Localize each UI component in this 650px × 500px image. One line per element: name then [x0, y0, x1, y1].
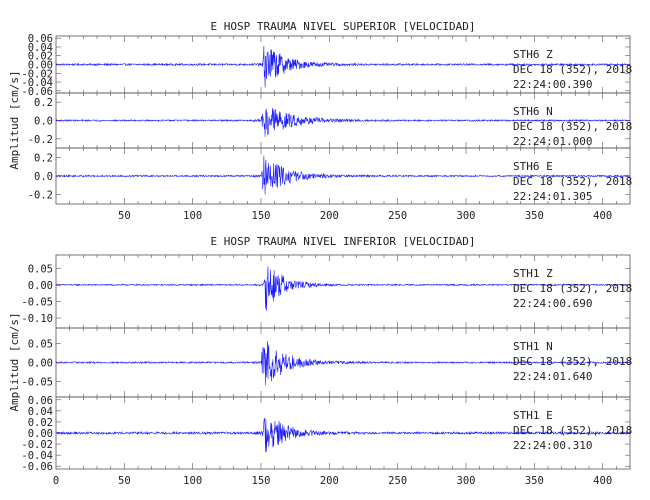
trace-panel-sth6-z: 0.060.040.020.00-0.02-0.04-0.06 STH6 Z DEC… — [21, 33, 632, 98]
trace-station-label: STH1 E — [513, 409, 553, 422]
x-tick-label: 400 — [593, 475, 612, 487]
y-tick-label: 0.05 — [28, 338, 53, 350]
x-tick-label: 250 — [388, 210, 407, 222]
x-tick-label: 350 — [525, 210, 544, 222]
x-tick-label: 200 — [320, 475, 339, 487]
y-tick-label: 0.00 — [28, 428, 53, 440]
trace-station-label: STH6 Z — [513, 48, 553, 61]
trace-station-label: STH6 N — [513, 105, 553, 118]
y-tick-label: 0.00 — [28, 280, 53, 292]
y-tick-label: 0.05 — [28, 263, 53, 275]
x-tick-label: 300 — [457, 475, 476, 487]
y-tick-label: -0.02 — [21, 68, 53, 80]
x-tick-label: 0 — [53, 475, 59, 487]
y-tick-label: 0.2 — [34, 97, 53, 109]
trace-panel-sth1-n: 0.05 0.00 -0.05 STH1 N DEC 18 (352), 2018 22:… — [21, 327, 632, 398]
trace-date-label: DEC 18 (352), 2018 — [513, 175, 632, 188]
x-tick-label: 350 — [525, 475, 544, 487]
y-tick-label: 0.2 — [34, 152, 53, 164]
y-tick-label: 0.00 — [28, 60, 53, 72]
y-tick-label: -0.06 — [21, 86, 53, 98]
trace-station-label: STH1 Z — [513, 267, 553, 280]
trace-date-label: DEC 18 (352), 2018 — [513, 120, 632, 133]
y-tick-label: -0.10 — [21, 313, 53, 325]
trace-date-label: DEC 18 (352), 2018 — [513, 424, 632, 437]
x-tick-label: 50 — [118, 210, 131, 222]
x-tick-label: 400 — [593, 210, 612, 222]
trace-station-label: STH6 E — [513, 160, 553, 173]
waveform-trace — [55, 340, 631, 386]
x-tick-label: 50 — [118, 475, 131, 487]
trace-time-label: 22:24:00.310 — [513, 439, 592, 452]
x-tick-label: 100 — [183, 475, 202, 487]
x-tick-label: 250 — [388, 475, 407, 487]
chart-title: E HOSP TRAUMA NIVEL SUPERIOR [VELOCIDAD] — [211, 20, 476, 33]
y-tick-label: -0.02 — [21, 439, 53, 451]
x-tick-label: 300 — [457, 210, 476, 222]
y-tick-label: 0.06 — [28, 33, 53, 45]
waveform-trace — [55, 108, 631, 138]
y-tick-label: 0.04 — [28, 406, 53, 418]
x-tick-label: 100 — [183, 210, 202, 222]
y-tick-label: 0.02 — [28, 51, 53, 63]
y-tick-label: -0.2 — [28, 190, 53, 202]
y-tick-label: 0.0 — [34, 116, 53, 128]
chart-1: E HOSP TRAUMA NIVEL SUPERIOR [VELOCIDAD]… — [8, 20, 632, 222]
waveform-trace — [55, 266, 631, 311]
trace-time-label: 22:24:00.390 — [513, 78, 592, 91]
trace-time-label: 22:24:01.305 — [513, 190, 592, 203]
y-tick-label: 0.06 — [28, 395, 53, 407]
trace-panel-sth6-n: 0.2 0.0 -0.2 STH6 N DEC 18 (352), 2018 22:24:… — [28, 92, 632, 149]
trace-station-label: STH1 N — [513, 340, 553, 353]
y-tick-label: -0.05 — [21, 377, 53, 389]
y-axis-label: Amplitud [cm/s] — [8, 70, 21, 169]
y-tick-label: 0.0 — [34, 171, 53, 183]
trace-date-label: DEC 18 (352), 2018 — [513, 355, 632, 368]
waveform-trace — [55, 45, 631, 88]
waveform-trace — [55, 155, 631, 195]
y-axis-label: Amplitud [cm/s] — [8, 312, 21, 411]
y-tick-label: 0.02 — [28, 417, 53, 429]
y-tick-label: 0.04 — [28, 42, 53, 54]
trace-time-label: 22:24:01.640 — [513, 370, 592, 383]
trace-panel-sth1-z: 0.05 0.00 -0.05 -0.10 STH1 Z DEC 18 (352), 20… — [21, 254, 632, 329]
trace-time-label: 22:24:00.690 — [513, 297, 592, 310]
x-tick-label: 200 — [320, 210, 339, 222]
trace-date-label: DEC 18 (352), 2018 — [513, 63, 632, 76]
trace-panel-sth6-e: 0.2 0.0 -0.2 STH6 E DEC 18 (352), 2018 22:24:… — [28, 147, 632, 205]
trace-date-label: DEC 18 (352), 2018 — [513, 282, 632, 295]
y-tick-label: -0.06 — [21, 461, 53, 473]
y-tick-label: 0.00 — [28, 358, 53, 370]
x-tick-label: 150 — [252, 475, 271, 487]
y-tick-label: -0.2 — [28, 134, 53, 146]
y-tick-label: -0.05 — [21, 296, 53, 308]
waveform-trace — [55, 417, 631, 453]
y-tick-label: -0.04 — [21, 450, 53, 462]
x-tick-label: 150 — [252, 210, 271, 222]
chart-title: E HOSP TRAUMA NIVEL INFERIOR [VELOCIDAD] — [211, 235, 476, 248]
trace-time-label: 22:24:01.000 — [513, 135, 592, 148]
y-tick-label: -0.04 — [21, 77, 53, 89]
trace-panel-sth1-e: 0.060.040.020.00-0.02-0.04-0.06 STH1 E DEC… — [21, 395, 632, 473]
chart-2: E HOSP TRAUMA NIVEL INFERIOR [VELOCIDAD]… — [8, 235, 632, 487]
